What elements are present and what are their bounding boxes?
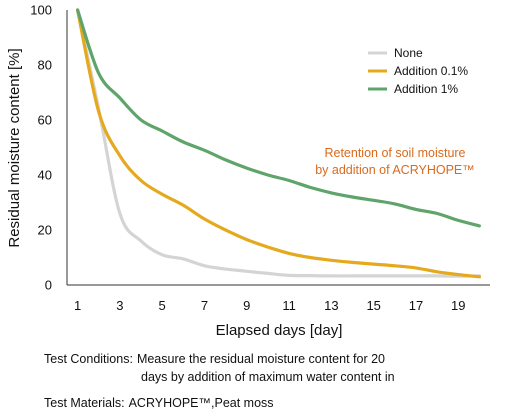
annotation-line-2: by addition of ACRYHOPE™ (315, 163, 475, 177)
y-tick-label: 80 (38, 58, 52, 73)
x-tick-label: 19 (451, 298, 465, 313)
series-line-addition-1 (76, 8, 481, 228)
legend-label-addition-1: Addition 1% (394, 82, 458, 96)
test-notes: Test Conditions: Measure the residual mo… (44, 350, 395, 412)
legend: None Addition 0.1% Addition 1% (368, 46, 468, 96)
conditions-line-1: Measure the residual moisture content fo… (136, 352, 385, 366)
materials-label: Test Materials: (44, 396, 125, 410)
x-tick-label: 17 (409, 298, 423, 313)
x-tick-label: 13 (324, 298, 338, 313)
x-tick-label: 7 (201, 298, 208, 313)
x-axis-label: Elapsed days [day] (216, 322, 343, 339)
x-tick-label: 3 (116, 298, 123, 313)
series-line-addition-0-1 (76, 8, 481, 279)
y-tick-label: 100 (30, 3, 52, 18)
x-tick-labels: 1 3 5 7 9 11 13 15 17 19 (74, 298, 466, 313)
conditions-row: Test Conditions: Measure the residual mo… (44, 350, 395, 368)
conditions-row-2: days by addition of maximum water conten… (44, 368, 395, 386)
y-tick-label: 20 (38, 223, 52, 238)
series-lines (76, 8, 481, 279)
x-tick-label: 15 (366, 298, 380, 313)
x-tick-label: 9 (243, 298, 250, 313)
conditions-label: Test Conditions: (44, 352, 133, 366)
y-tick-labels: 0 20 40 60 80 100 (30, 3, 52, 293)
y-tick-label: 0 (45, 278, 52, 293)
x-tick-label: 1 (74, 298, 81, 313)
x-tick-label: 5 (159, 298, 166, 313)
series-line-none (76, 8, 481, 278)
legend-label-none: None (394, 46, 423, 60)
legend-label-addition-0-1: Addition 0.1% (394, 64, 468, 78)
y-axis-label: Residual moisture content [%] (6, 48, 23, 247)
y-tick-label: 60 (38, 113, 52, 128)
materials-row: Test Materials: ACRYHOPE™,Peat moss (44, 394, 395, 412)
y-tick-label: 40 (38, 168, 52, 183)
conditions-line-2: days by addition of maximum water conten… (141, 370, 395, 384)
materials-value: ACRYHOPE™,Peat moss (128, 396, 274, 410)
annotation-line-1: Retention of soil moisture (324, 146, 465, 160)
x-tick-label: 11 (282, 298, 296, 313)
